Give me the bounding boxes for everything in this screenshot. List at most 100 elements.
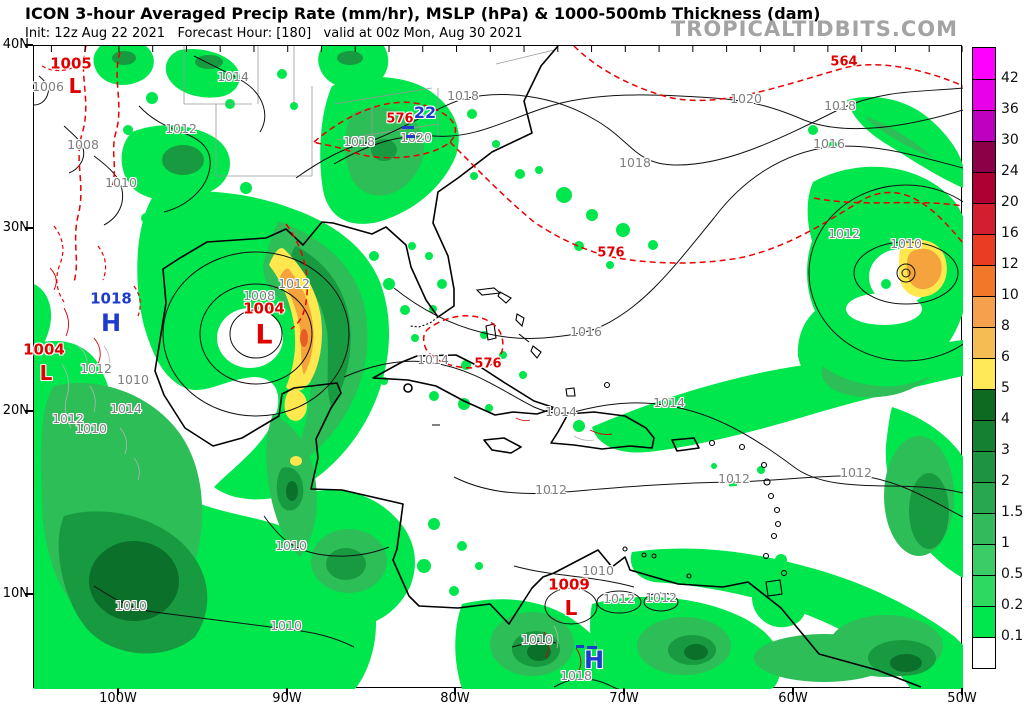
colorbar-value: 1.5 [1001,504,1024,520]
thickness-label: 576 [386,111,414,127]
pressure-label: 1012 [535,481,567,497]
low-marker: L [68,74,82,98]
pressure-label: 1010 [105,174,137,190]
colorbar-cell [973,110,995,141]
lon-tick [286,688,288,695]
pressure-label: 1010 [275,537,307,553]
small-islands [409,287,788,597]
pressure-label: 1018 [560,667,592,683]
pressure-label: 1010 [521,631,553,647]
low-marker: L [255,319,273,351]
colorbar-value: 3 [1001,442,1010,458]
colorbar-cell [973,482,995,513]
colorbar-cell [973,513,995,544]
colorbar-value: 36 [1001,101,1019,117]
precip-colorbar [972,47,996,669]
lon-tick [117,688,119,695]
lat-axis-label: 20N [2,403,29,418]
pressure-label: 1016 [570,323,602,339]
blue-dash-mark [587,646,597,649]
pressure-label: 1018 [824,97,856,113]
pressure-label: 1008 [67,136,99,152]
pressure-label: 1014 [417,351,449,367]
mslp-contours [34,55,963,689]
pressure-label: 1012 [165,120,197,136]
colorbar-value: 6 [1001,349,1010,365]
colorbar-cell [973,389,995,420]
pressure-label: 1012 [52,410,84,426]
low-marker: L [39,361,53,385]
high-pressure-value: 1018 [90,289,132,308]
pressure-label: 1010 [582,562,614,578]
pressure-label: 1010 [117,371,149,387]
pressure-label: 1012 [278,275,310,291]
terrain-lines [61,345,599,663]
colorbar-cell [973,234,995,265]
pressure-label: 1012 [645,589,677,605]
lon-axis-label: 80W [440,691,470,706]
colorbar-cell [973,451,995,482]
map-graphic [34,46,963,689]
lon-axis-label: 90W [272,691,302,706]
pressure-label: 1014 [110,400,142,416]
chart-title: ICON 3-hour Averaged Precip Rate (mm/hr)… [25,4,821,23]
pressure-label: 1010 [115,597,147,613]
colorbar-value: 0.5 [1001,566,1024,582]
thickness-label: 564 [830,54,858,70]
blue-dash-mark [402,126,414,129]
colorbar-value: 16 [1001,225,1019,241]
chart-subtitle: Init: 12z Aug 22 2021 Forecast Hour: [18… [25,26,523,41]
lat-axis-label: 30N [2,220,29,235]
low-marker: L [564,596,578,620]
lat-tick [25,593,33,595]
pressure-label: 1010 [890,235,922,251]
lon-axis-label: 70W [609,691,639,706]
colorbar-value: 20 [1001,194,1019,210]
pressure-label: 1018 [447,87,479,103]
storm-id-label: 22 [413,103,437,122]
high-marker: H [583,646,605,674]
high-marker: H [100,309,122,337]
lat-axis-label: 10N [2,586,29,601]
precip-deep-orange [300,329,308,347]
colorbar-cell [973,420,995,451]
colorbar-cell [973,575,995,606]
colorbar-value: 0.1 [1001,628,1024,644]
colorbar-value: 8 [1001,318,1010,334]
eye-precip-dot [881,279,891,289]
pressure-label: 1020 [400,129,432,145]
pressure-label: 1020 [730,90,762,106]
lon-tick [792,688,794,695]
lon-axis-label: 100W [99,691,137,706]
pressure-label: 1012 [828,225,860,241]
colorbar-cell [973,358,995,389]
low-pressure-value: 1009 [548,575,590,594]
colorbar-value: 24 [1001,163,1019,179]
lon-tick [961,688,963,695]
low-pressure-value: 1005 [50,54,92,73]
lon-tick [623,688,625,695]
colorbar-cell [973,265,995,296]
blue-dash-mark [576,645,584,648]
colorbar-cell [973,544,995,575]
colorbar-value: 1 [1001,535,1010,551]
pressure-label: 1014 [653,394,685,410]
precip-darkest-green [89,481,922,672]
colorbar-cell [973,48,995,79]
lat-axis-label: 40N [2,37,29,52]
pressure-label: 1008 [243,287,275,303]
colorbar-value: 10 [1001,287,1019,303]
lon-axis-label: 60W [778,691,808,706]
pressure-label: 1016 [813,135,845,151]
colorbar-value: 4 [1001,411,1010,427]
colorbar-cell [973,296,995,327]
low-pressure-value: 1004 [23,340,65,359]
pressure-label: 1006 [32,78,64,94]
pressure-label: 1018 [343,133,375,149]
forecast-map: 1006 1014 1012 1008 1010 1018 1020 1018 1020 1018… [23,45,963,689]
state-borders [183,46,555,177]
red-terrain-contours [49,267,613,671]
lat-tick [25,44,33,46]
colorbar-cell [973,637,995,668]
